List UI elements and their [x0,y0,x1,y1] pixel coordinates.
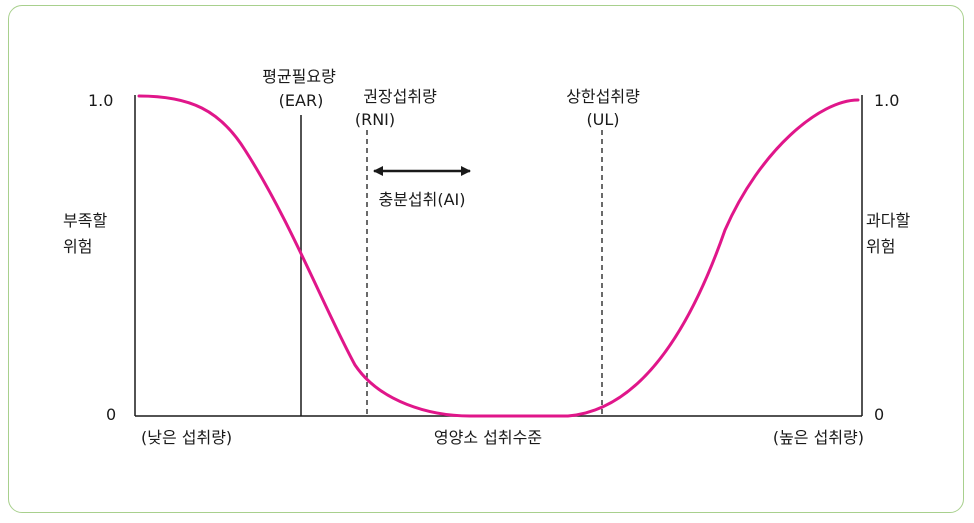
risk-curve [137,94,860,418]
x-axis-label: 영양소 섭취수준 [434,428,542,447]
rni-label-line1: 권장섭취량 [363,87,437,106]
right-risk-label-line1: 과다할 [866,211,910,230]
right-risk-label-line2: 위험 [866,237,895,256]
diagram-frame [8,5,964,513]
ul-label-line2: (UL) [586,110,619,129]
x-right-label: (높은 섭취량) [773,428,864,447]
ai-label: 충분섭취(AI) [378,190,465,209]
left-tick-top: 1.0 [88,91,113,110]
right-tick-bottom: 0 [874,405,884,424]
ear-label-line1: 평균필요량 [262,67,336,86]
left-risk-label-line2: 위험 [63,237,92,256]
x-left-label: (낮은 섭취량) [141,428,232,447]
ear-label-line2: (EAR) [279,91,324,110]
left-risk-label-line1: 부족할 [63,211,107,230]
ul-label-line1: 상한섭취량 [566,87,640,106]
left-tick-bottom: 0 [106,405,116,424]
right-tick-top: 1.0 [874,91,899,110]
rni-label-line2: (RNI) [355,110,395,129]
